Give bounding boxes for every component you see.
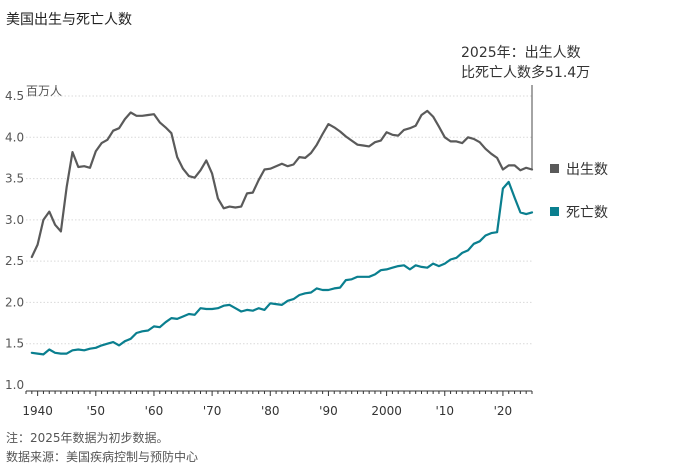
x-tick-label: '80 [261,404,280,418]
legend-swatch-deaths [550,207,559,216]
y-axis-unit: 百万人 [26,84,62,98]
legend-label-deaths: 死亡数 [566,205,608,221]
series-lines [30,109,534,356]
x-tick-label: 2000 [371,404,402,418]
legend-swatch-births [550,164,559,173]
x-tick-label: '60 [145,404,164,418]
y-tick-label: 3.0 [5,213,24,227]
series-line-births [30,109,534,259]
x-tick-label: '10 [435,404,454,418]
chart-title: 美国出生与死亡人数 [6,12,132,28]
x-tick-label: '50 [87,404,106,418]
y-tick-label: 2.0 [5,295,24,309]
x-tick-label: '90 [319,404,338,418]
footnote: 注：2025年数据为初步数据。 [6,430,169,445]
source-note: 数据来源：美国疾病控制与预防中心 [6,449,198,464]
y-tick-label: 2.5 [5,254,24,268]
y-tick-label: 1.5 [5,337,24,351]
legend-label-births: 出生数 [566,162,608,178]
y-tick-label: 3.5 [5,172,24,186]
y-tick-label: 4.0 [5,130,24,144]
x-tick-label: '70 [203,404,222,418]
gridlines [26,95,532,345]
x-tick-label: 1940 [22,404,53,418]
annotation-line1: 2025年：出生人数 [461,45,581,61]
y-tick-label: 4.5 [5,89,24,103]
annotation-line2: 比死亡人数多51.4万 [461,64,590,81]
legend: 出生数 死亡数 [550,162,608,221]
x-axis: 1940 '50 '60 '70 '80 '90 2000 '10 '20 [22,390,533,418]
y-tick-label: 1.0 [5,378,24,392]
series-line-deaths [30,180,534,356]
y-axis-ticks: 1.0 1.5 2.0 2.5 3.0 3.5 4.0 4.5 [5,89,24,392]
x-tick-label: '20 [494,404,513,418]
